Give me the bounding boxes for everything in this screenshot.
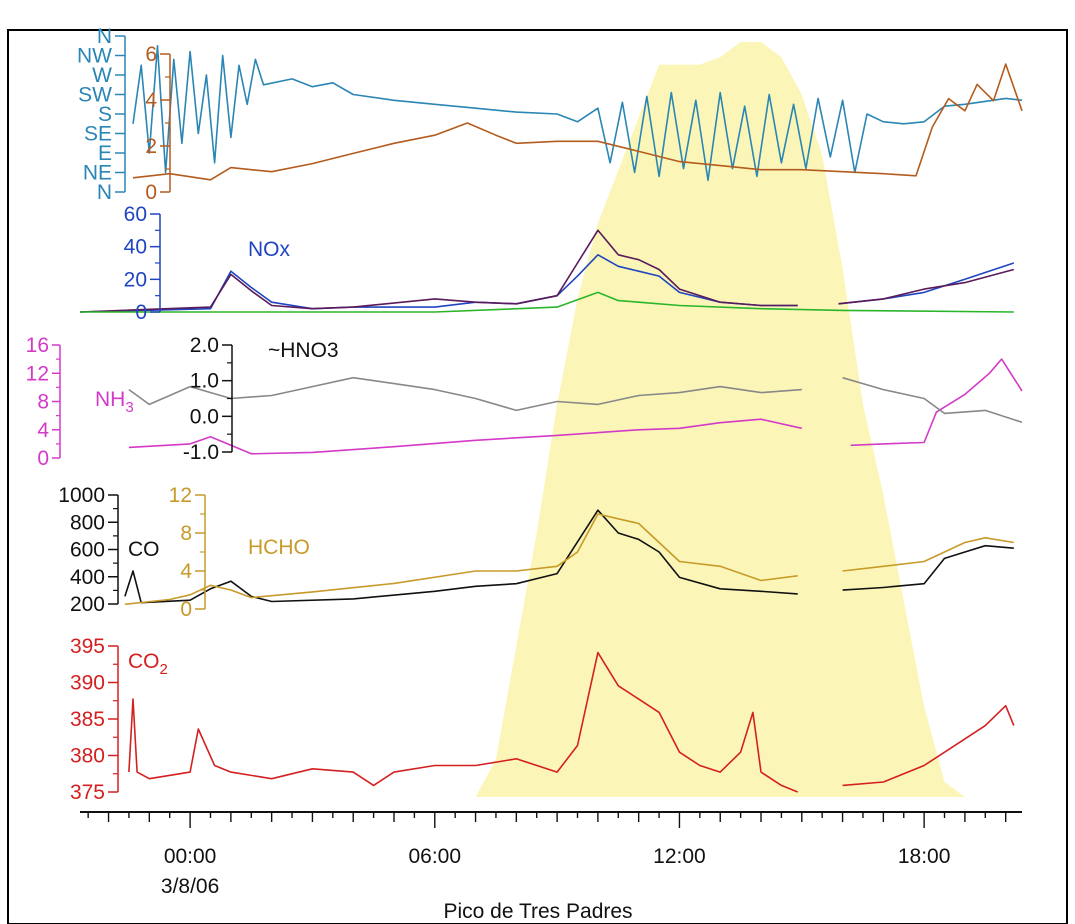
nh3-axis-1-tick-label: 16 [26,334,49,357]
co-label: CO [128,538,160,561]
nox-series-1-line [79,254,1015,313]
x-axis: 00:00 06:00 12:00 18:00 3/8/06 Pico de Tres P… [80,811,1022,923]
wind-axis-2: 0 2 4 6 [145,43,171,204]
x-tick-label: 06:00 [408,845,461,868]
co2-axis-1: 375 380 385 390 395 [70,635,119,804]
wind-axis-1-tick-label: SE [84,123,112,146]
co-axis-1-tick-label: 1000 [58,484,105,507]
co-series-1-line [124,509,1014,604]
co-axis-2-tick-label: 4 [180,560,192,583]
wind-axis-1-tick-label: NW [77,45,112,68]
nox-axis-1-tick-label: 20 [124,268,147,291]
wind-axis-1-tick-label: W [92,64,112,87]
co-series-2-line [124,513,1014,606]
co2-axis-1-tick-label: 380 [70,745,105,768]
nh3-label-subscript: 3 [125,399,133,416]
axis-layer: NNEESESSWWNWN024602040600481216-1.00.01.… [26,25,233,804]
nox-axis-1: 0 20 40 60 [124,203,161,324]
co2-axis-1-tick-label: 395 [70,635,105,658]
nh3-series-1-line [128,358,1023,455]
nox-series-3-line [80,291,1014,313]
nox-axis-1-tick-label: 40 [124,236,147,259]
co-axis-1-tick-label: 400 [70,566,105,589]
co2-axis-1-tick-label: 390 [70,672,105,695]
x-axis-title: Pico de Tres Padres [443,900,632,923]
co2-axis-1-tick-label: 375 [70,781,105,804]
wind-axis-2-tick-label: 4 [145,89,157,112]
daylight-area [80,42,1022,797]
co2-label-subscript: 2 [160,661,168,678]
x-tick-label: 00:00 [164,845,217,868]
wind-axis-2-tick-label: 0 [145,181,157,204]
co-axis-2: 0 4 8 12 [169,484,206,621]
series-layer [79,45,1023,793]
co2-label: CO2 [128,650,168,678]
wind-axis-2-tick-label: 6 [145,43,157,66]
co-axis-2-tick-label: 0 [180,598,192,621]
nh3-axis-2-tick-label: 2.0 [190,334,219,357]
nox-axis-1-tick-label: 60 [124,203,147,226]
nh3-axis-2: -1.0 0.0 1.0 2.0 [183,334,233,464]
nh3-axis-1-tick-label: 4 [37,419,49,442]
nh3-label: NH3 [95,388,134,416]
co2-series-1-line [128,651,1015,793]
wind-series-2-line [132,63,1023,181]
wind-axis-1-tick-label: NE [83,162,112,185]
frame [7,29,1068,924]
nh3-axis-1-tick-label: 12 [26,362,49,385]
wind-axis-1-tick-label: SW [78,84,112,107]
wind-axis-1-tick-label: N [97,181,112,204]
nh3-axis-1-tick-label: 8 [37,391,49,414]
nh3-axis-2-tick-label: 1.0 [190,370,219,393]
nh3-axis-2-tick-label: 0.0 [190,405,219,428]
nh3-axis-2-tick-label: -1.0 [183,441,219,464]
nox-label: NOx [248,238,291,261]
co-axis-1-tick-label: 600 [70,539,105,562]
nh3-label-2: ~HNO3 [268,339,339,362]
wind-axis-1-tick-label: E [98,142,112,165]
daylight-shading [80,42,1022,797]
nh3-series-2-line [128,376,1023,424]
wind-axis-1-tick-label: S [98,103,112,126]
wind-series-1-line [132,45,1023,182]
date-label: 3/8/06 [161,875,219,898]
nox-axis-1-tick-label: 0 [135,301,147,324]
x-tick-label: 18:00 [898,845,951,868]
wind-axis-2-tick-label: 2 [145,135,157,158]
x-tick-label: 12:00 [653,845,706,868]
nh3-axis-1: 0 4 8 12 16 [26,334,61,470]
co-label-2: HCHO [248,536,310,559]
co-axis-1-tick-label: 200 [70,593,105,616]
co-axis-1: 200 400 600 800 1000 [58,484,119,616]
nh3-axis-1-tick-label: 0 [37,447,49,470]
nox-series-2-line [79,229,1015,313]
co-axis-2-tick-label: 12 [169,484,192,507]
co-axis-2-tick-label: 8 [180,522,192,545]
co2-axis-1-tick-label: 385 [70,708,105,731]
wind-axis-1-tick-label: N [97,25,112,48]
co-axis-1-tick-label: 800 [70,511,105,534]
